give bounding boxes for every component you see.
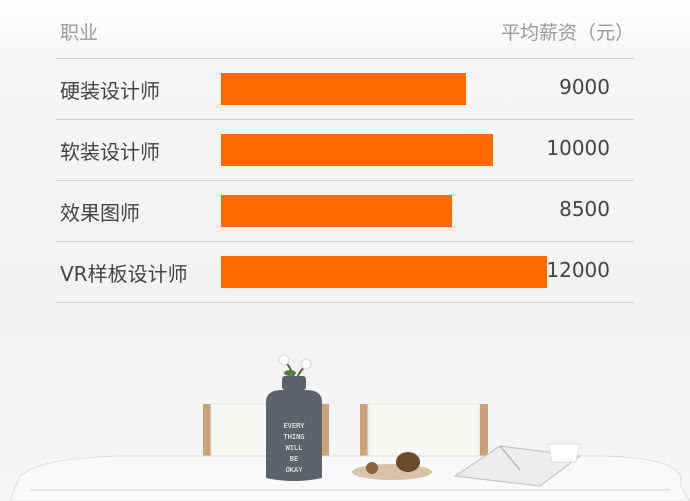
vase-text-line: BE (290, 455, 298, 463)
salary-bar (221, 134, 493, 166)
pinecone (396, 452, 420, 472)
salary-bar (221, 256, 548, 288)
left-chair-post (203, 404, 211, 464)
plate (352, 464, 432, 480)
table-row: 硬装设计师 9000 (56, 58, 634, 119)
header-occupation: 职业 (60, 22, 99, 44)
flower-head (278, 354, 290, 366)
table-row: VR样板设计师 12000 (56, 241, 634, 303)
header-average-salary: 平均薪资（元） (500, 22, 634, 44)
leaf (284, 370, 296, 376)
vase-text-block: EVERY THING WILL BE OKAY (283, 422, 305, 474)
vase-text-line: THING (283, 433, 304, 441)
table-top (9, 455, 690, 501)
open-magazine (453, 445, 582, 487)
table-row: 软装设计师 10000 (56, 119, 634, 180)
salary-bar (221, 73, 466, 105)
value-label: 10000 (546, 136, 610, 160)
cup (547, 443, 581, 463)
bar-track (221, 134, 561, 166)
bar-track (221, 73, 561, 105)
magazine-page-line (499, 445, 521, 471)
right-chair-back (367, 403, 481, 465)
category-label: 硬装设计师 (60, 79, 160, 103)
value-label: 8500 (559, 197, 610, 221)
salary-bar (221, 195, 453, 227)
vase-text-line: WILL (286, 444, 303, 452)
table-header: 职业 平均薪资（元） (60, 14, 634, 50)
value-label: 9000 (559, 75, 610, 99)
nut (366, 462, 378, 474)
left-chair-post-right (321, 404, 329, 464)
category-label: 软装设计师 (60, 140, 160, 164)
category-label: 效果图师 (60, 201, 140, 225)
flower-head-2 (300, 358, 312, 370)
table-row: 效果图师 8500 (56, 180, 634, 241)
vase-text-line: OKAY (286, 466, 304, 474)
dining-table-photo: EVERY THING WILL BE OKAY (9, 354, 690, 501)
vase-text-line: EVERY (283, 422, 305, 430)
vase-body (266, 390, 322, 481)
bar-track (221, 256, 561, 288)
bar-track (221, 195, 561, 227)
right-chair-post-right (480, 404, 488, 464)
value-label: 12000 (546, 258, 610, 282)
vase-neck (282, 376, 306, 390)
right-chair-post (360, 404, 368, 464)
category-label: VR样板设计师 (60, 262, 188, 286)
salary-bar-chart: 硬装设计师 9000 软装设计师 10000 效果图师 8500 VR样板设计师 12000 (56, 58, 634, 303)
